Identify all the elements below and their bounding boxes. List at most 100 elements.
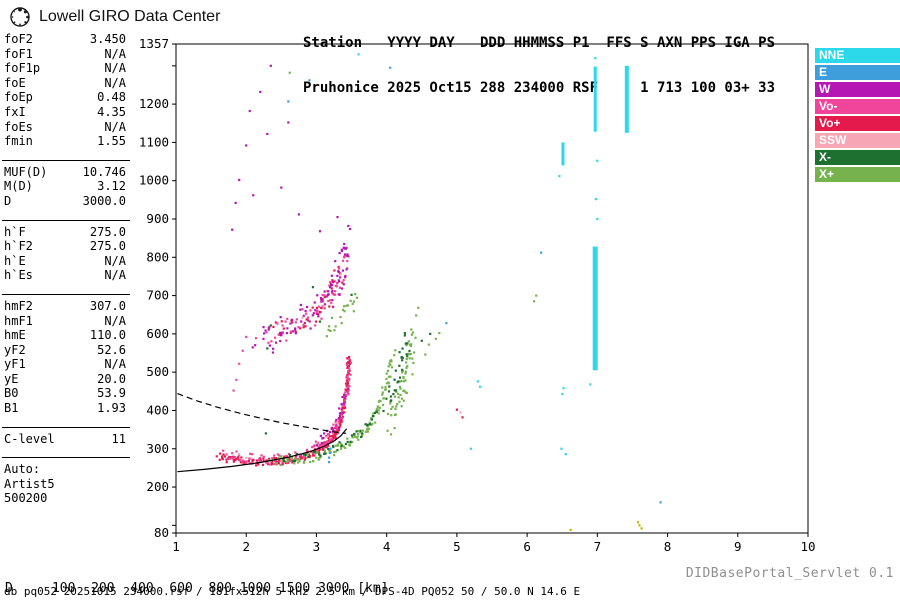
extrapolated-profile-line [177,393,346,434]
parameter-row-d: D 3000.0 [2,194,130,209]
parameter-value: N/A [104,357,126,372]
parameter-row-hme: hmE 110.0 [2,328,130,343]
y-axis: 80 200 300 400 500 600 700 800 900 1000 1100 1200 13… [139,36,176,540]
y-tick-label: 1200 [139,96,169,111]
parameter-label: foF1p [4,61,41,76]
y-tick-label: 800 [146,249,169,264]
parameter-label: B0 [4,386,19,401]
y-tick-label: 1000 [139,173,169,188]
legend-item-nne: NNE [815,48,900,63]
parameter-label: fxI [4,104,26,119]
ionogram-chart: 8020030040050060070080090010001100120013… [139,36,816,552]
parameter-value: N/A [104,46,126,61]
y-tick-label: 700 [146,288,169,303]
x-tick-label: 6 [523,539,531,552]
station-header-values: Pruhonice 2025 Oct15 288 234000 RSF 1 71… [303,80,776,96]
parameter-row-fmin: fmin 1.55 [2,134,130,149]
parameter-value: N/A [104,119,126,134]
parameter-label: foE [4,75,26,90]
x-tick-label: 8 [664,539,672,552]
giro-logo-text: Lowell GIRO Data Center [39,8,221,25]
parameter-value: 3.12 [97,179,126,194]
parameter-value: N/A [104,253,126,268]
parameter-row-yf2: yF2 52.6 [2,343,130,358]
parameter-label: MUF(D) [4,164,48,179]
station-header-labels: Station YYYY DAY DDD HHMMSS P1 FFS S AXN… [303,35,776,51]
series-x [264,286,432,463]
parameter-label: yE [4,371,19,386]
y-tick-label: 900 [146,211,169,226]
x-axis: 1 2 3 4 5 6 7 8 9 10 [172,533,816,552]
y-tick-label: 1357 [139,36,169,51]
station-header: Station YYYY DAY DDD HHMMSS P1 FFS S AXN… [303,6,775,126]
series-nne [357,53,629,456]
y-tick-label: 500 [146,364,169,379]
series-e [287,66,662,504]
auto-line: 500200 [4,491,48,506]
legend-item-x: X- [815,150,900,165]
parameter-value: 4.35 [97,104,126,119]
legend-item-vo: Vo+ [815,116,900,131]
parameter-value: 20.0 [97,371,126,386]
parameter-label: foF2 [4,32,33,46]
parameter-group: MUF(D) 10.746 M(D) 3.12 D 3000.0 [2,159,130,211]
parameter-row-foe: foE N/A [2,76,130,91]
x-tick-label: 1 [172,539,180,552]
y-tick-label: 1100 [139,134,169,149]
parameter-row-hf: h`F 275.0 [2,225,130,240]
measurement-info-line: db pq052 20251015 234000.rsf / 181fx512h… [4,585,581,598]
parameter-label: h`F [4,224,26,239]
parameter-value: 0.48 [97,90,126,105]
x-tick-label: 9 [734,539,742,552]
parameter-row-fof1: foF1 N/A [2,47,130,62]
parameter-row-yf1: yF1 N/A [2,357,130,372]
parameter-row-hf2: h`F2 275.0 [2,239,130,254]
parameter-value: 275.0 [89,239,126,254]
parameter-value: N/A [104,313,126,328]
parameter-label: M(D) [4,179,33,194]
parameter-value: 10.746 [82,164,126,179]
parameter-group: hmF2 307.0 hmF1 N/A hmE 110.0 yF2 52.6 yF1 N/A yE 2… [2,293,130,418]
x-tick-label: 7 [594,539,602,552]
parameter-label: B1 [4,401,19,416]
legend-item-e: E [815,65,900,80]
parameter-value: 3000.0 [82,193,126,208]
parameter-label: yF2 [4,342,26,357]
muf-table: D 100 200 400 600 800 1000 1500 3000 [km… [5,551,396,600]
y-tick-label: 200 [146,479,169,494]
parameter-value: N/A [104,75,126,90]
parameter-label: foF1 [4,46,33,61]
parameter-row-mufd: MUF(D) 10.746 [2,165,130,180]
servlet-watermark: DIDBasePortal_Servlet 0.1 [685,566,894,581]
parameter-panel: foF2 3.450 foF1 N/A foF1p N/A foE N/A foEp 0.48 fx… [2,31,130,508]
parameter-row-foes: foEs N/A [2,120,130,135]
parameter-value: 3.450 [89,32,126,46]
series-vo [222,255,353,466]
x-tick-label: 10 [800,539,815,552]
parameter-row-fxi: fxI 4.35 [2,105,130,120]
parameter-value: 1.93 [97,401,126,416]
parameter-label: fmin [4,134,33,149]
series-w [231,64,352,447]
legend-item-ssw: SSW [815,133,900,148]
giro-logo-icon [10,7,30,27]
auto-scaler-info: Auto: Artist5 500200 [2,457,130,508]
legend-item-vo: Vo- [815,99,900,114]
parameter-row-clevel: C-level 11 [2,432,130,447]
parameter-value: 1.55 [97,134,126,149]
parameter-row-foep: foEp 0.48 [2,90,130,105]
y-tick-label: 80 [154,525,169,540]
parameter-row-he: h`E N/A [2,254,130,269]
parameter-value: 110.0 [89,328,126,343]
parameter-label: h`E [4,253,26,268]
parameter-row-fof2: foF2 3.450 [2,32,130,47]
parameter-label: hmE [4,328,26,343]
y-tick-label: 300 [146,441,169,456]
parameter-value: 307.0 [89,298,126,313]
parameter-value: 52.6 [97,342,126,357]
parameter-label: D [4,193,12,208]
parameter-label: yF1 [4,357,26,372]
parameter-group: foF2 3.450 foF1 N/A foF1p N/A foE N/A foEp 0.48 fx… [2,31,130,151]
parameter-value: N/A [104,61,126,76]
